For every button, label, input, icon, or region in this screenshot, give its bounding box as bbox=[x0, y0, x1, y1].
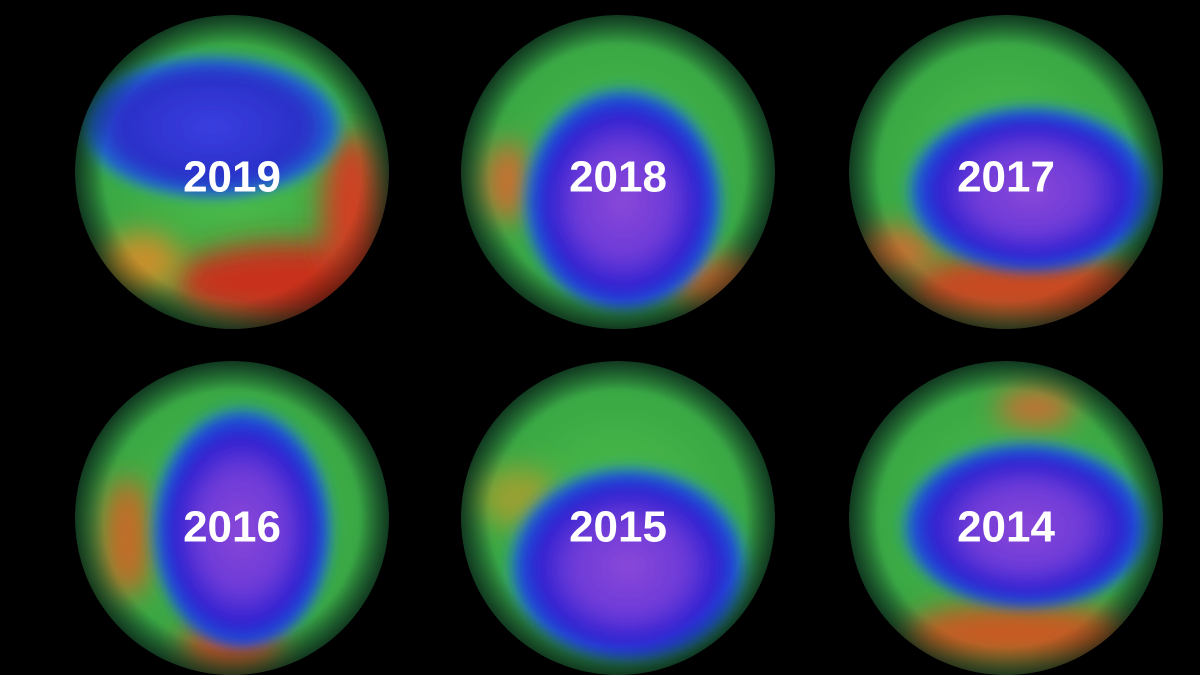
globe: 2014 bbox=[849, 361, 1163, 675]
globe: 2019 bbox=[75, 15, 389, 329]
globe: 2018 bbox=[461, 15, 775, 329]
globe: 2017 bbox=[849, 15, 1163, 329]
year-label: 2015 bbox=[569, 503, 667, 552]
year-label: 2018 bbox=[569, 153, 667, 202]
year-label: 2014 bbox=[957, 503, 1055, 552]
year-label: 2016 bbox=[183, 503, 281, 552]
year-label: 2017 bbox=[957, 153, 1055, 202]
globe: 2016 bbox=[75, 361, 389, 675]
year-label: 2019 bbox=[183, 153, 281, 202]
globe: 2015 bbox=[461, 361, 775, 675]
